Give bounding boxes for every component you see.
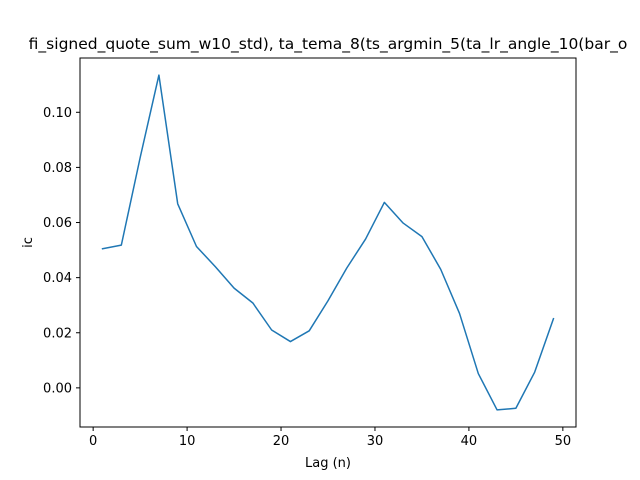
y-tick-label: 0.04	[43, 271, 72, 286]
x-tick-label: 40	[461, 434, 478, 449]
y-tick-label: 0.02	[43, 326, 72, 341]
chart-title: fi_signed_quote_sum_w10_std), ta_tema_8(…	[29, 35, 628, 54]
x-tick-label: 0	[89, 434, 97, 449]
plot-area: 0 10 20 30 40 50 0.00 0.02 0.04 0.06 0.08 0.10	[43, 57, 577, 449]
y-axis-label: ic	[21, 237, 36, 248]
y-tick-label: 0.00	[43, 381, 72, 396]
y-tick-label: 0.08	[43, 161, 72, 176]
x-tick-label: 50	[555, 434, 572, 449]
y-tick-label: 0.06	[43, 216, 72, 231]
x-tick-label: 30	[367, 434, 384, 449]
series-line-0	[101, 74, 555, 411]
x-tick-label: 20	[273, 434, 290, 449]
axes-frame	[79, 57, 577, 428]
x-tick-label: 10	[179, 434, 196, 449]
x-axis-label: Lag (n)	[305, 456, 351, 471]
y-tick-label: 0.10	[43, 106, 72, 121]
